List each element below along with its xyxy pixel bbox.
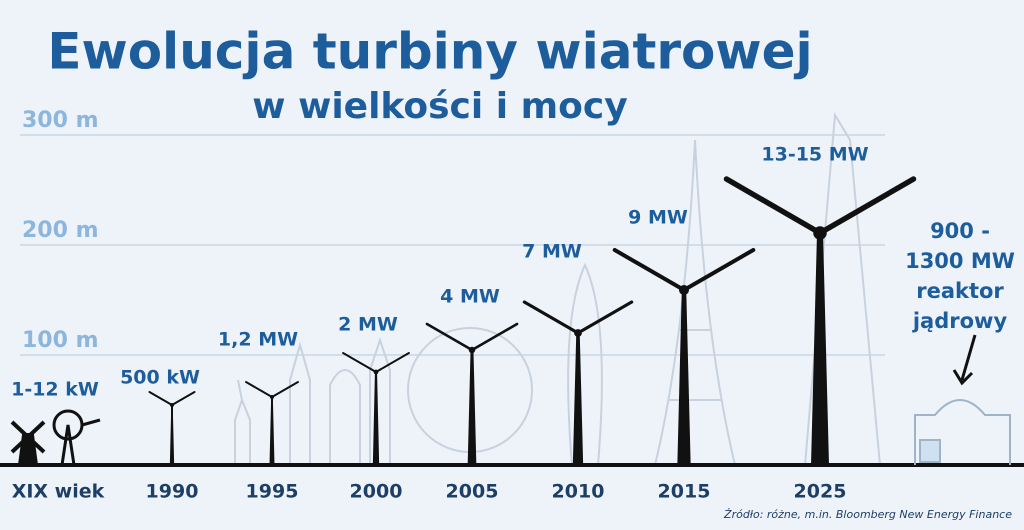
blade — [375, 352, 410, 373]
blade — [245, 381, 273, 398]
blade — [470, 322, 519, 352]
reactor-block — [919, 439, 941, 463]
blade — [817, 176, 917, 236]
reactor-line: 1300 MW — [905, 249, 1015, 273]
blade — [522, 300, 580, 335]
tower — [677, 290, 691, 465]
hub — [574, 329, 582, 337]
power-label: 13-15 MW — [761, 144, 868, 166]
tower — [572, 333, 584, 465]
gherkin — [567, 262, 603, 466]
blade — [148, 391, 173, 406]
reactor-line: jądrowy — [912, 309, 1008, 333]
year-label: 2000 — [350, 481, 403, 503]
year-label: 2015 — [658, 481, 711, 503]
blade — [612, 248, 686, 292]
year-label: 2025 — [794, 481, 847, 503]
arrow — [952, 334, 977, 386]
blade — [682, 248, 756, 292]
power-label: 500 kW — [120, 367, 200, 389]
power-label: 1-12 kW — [11, 379, 99, 401]
tower — [467, 350, 477, 465]
scale: 300 m 200 m 100 m — [20, 108, 885, 356]
power-label: 9 MW — [628, 207, 688, 229]
turbines: XIX wiek 1-12 kW 1990 500 kW 1995 1,2 MW 2000 2… — [10, 144, 917, 503]
reactor-label: 900 - 1300 MW reaktor jądrowy — [905, 219, 1015, 333]
reactor-dome — [914, 399, 1011, 465]
tower — [269, 397, 275, 465]
hub — [373, 369, 379, 375]
blade — [723, 176, 823, 236]
subtitle: w wielkości i mocy — [252, 86, 627, 127]
year-label: 1990 — [146, 481, 199, 503]
power-label: 2 MW — [338, 314, 398, 336]
year-label: 1995 — [246, 481, 299, 503]
scale-label: 100 m — [22, 328, 99, 353]
blade — [342, 352, 377, 373]
statue — [234, 379, 251, 465]
year-label: 2010 — [552, 481, 605, 503]
power-label: 4 MW — [440, 286, 500, 308]
title: Ewolucja turbiny wiatrowej — [47, 23, 812, 81]
hub — [813, 226, 827, 240]
blade — [171, 391, 196, 406]
source: Źródło: różne, m.in. Bloomberg New Energ… — [723, 508, 1012, 521]
reactor-line: 900 - — [930, 219, 990, 243]
reactor-drawing — [914, 399, 1011, 465]
hub — [270, 395, 274, 399]
year-label: XIX wiek — [12, 481, 105, 503]
hub — [170, 403, 174, 407]
hub — [679, 285, 689, 295]
power-label: 1,2 MW — [218, 329, 298, 351]
cathedral — [289, 336, 391, 465]
reactor-line: reaktor — [916, 279, 1004, 303]
windpump — [52, 409, 101, 466]
power-label: 7 MW — [522, 241, 582, 263]
blade — [271, 381, 299, 398]
blade — [576, 300, 634, 335]
scale-label: 200 m — [22, 218, 99, 243]
tower — [372, 372, 380, 465]
hub — [468, 346, 476, 354]
year-label: 2005 — [446, 481, 499, 503]
tower — [169, 405, 175, 465]
scale-label: 300 m — [22, 108, 99, 133]
tower — [811, 233, 829, 465]
blade — [425, 322, 474, 352]
